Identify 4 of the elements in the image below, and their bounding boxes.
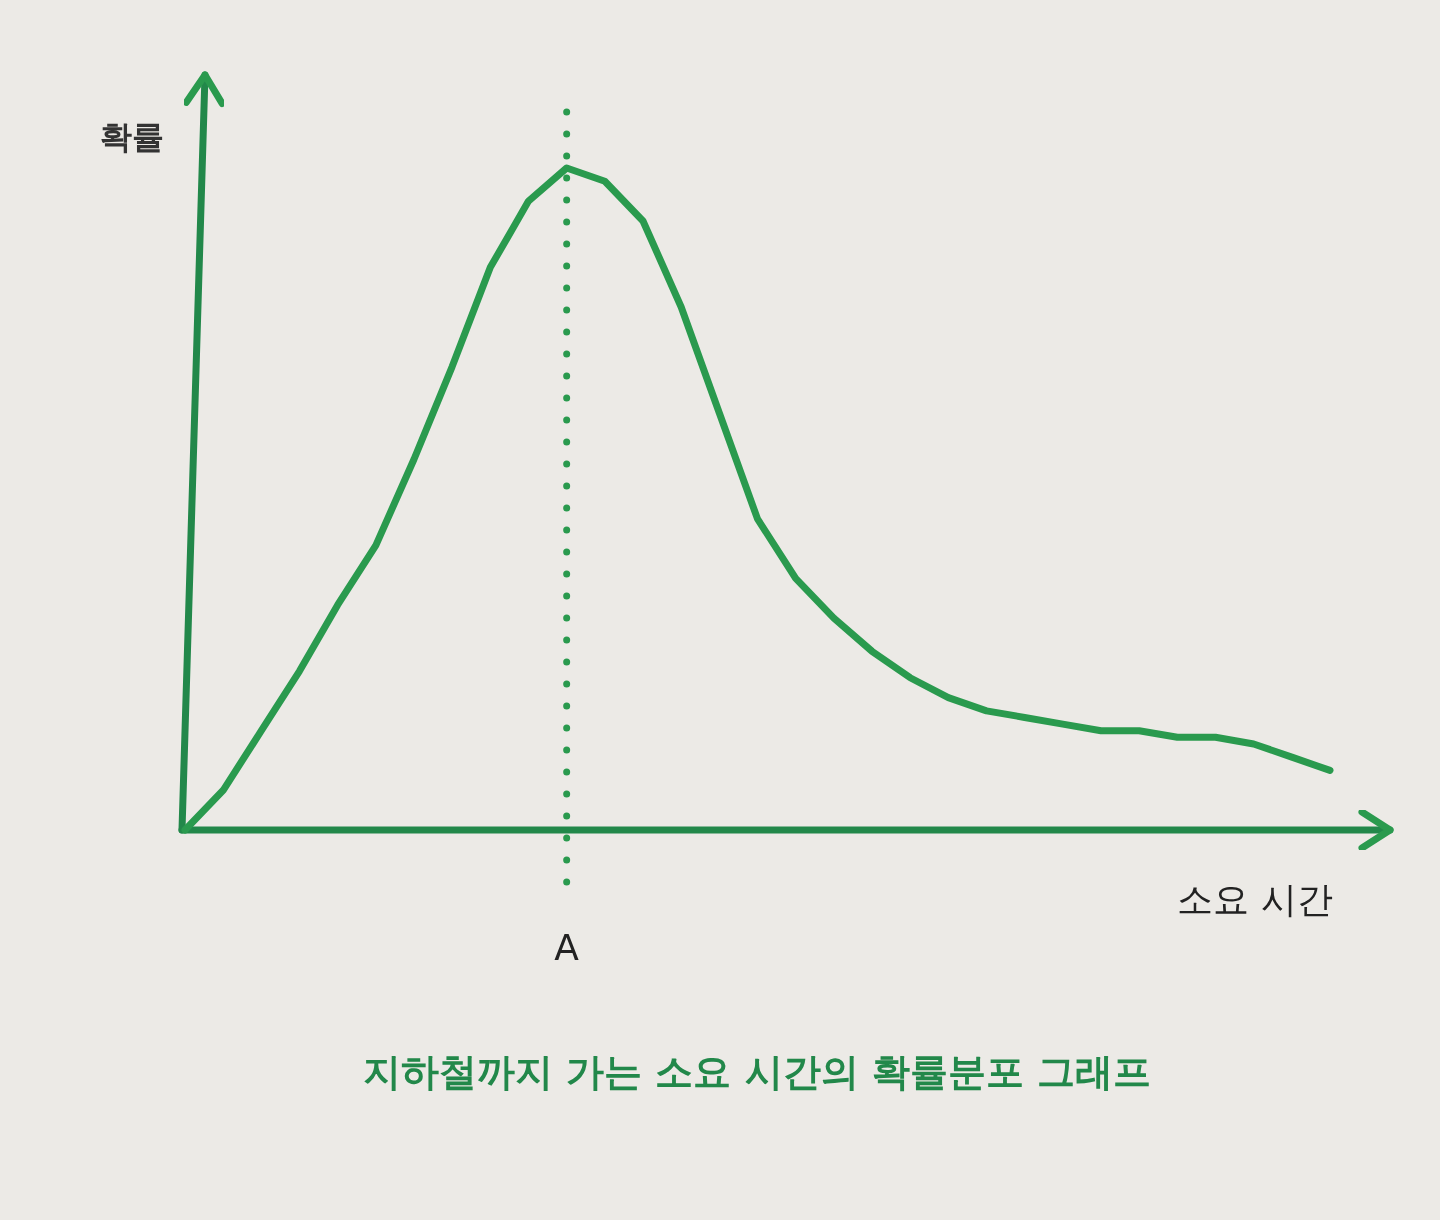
text: A bbox=[554, 927, 580, 968]
x-axis-title: 소요 시간 bbox=[1177, 879, 1333, 920]
y-axis-title: 확률 bbox=[100, 118, 164, 156]
text: 지하철까지 가는 소요 시간의 확률분포 그래프 bbox=[362, 1050, 1152, 1094]
